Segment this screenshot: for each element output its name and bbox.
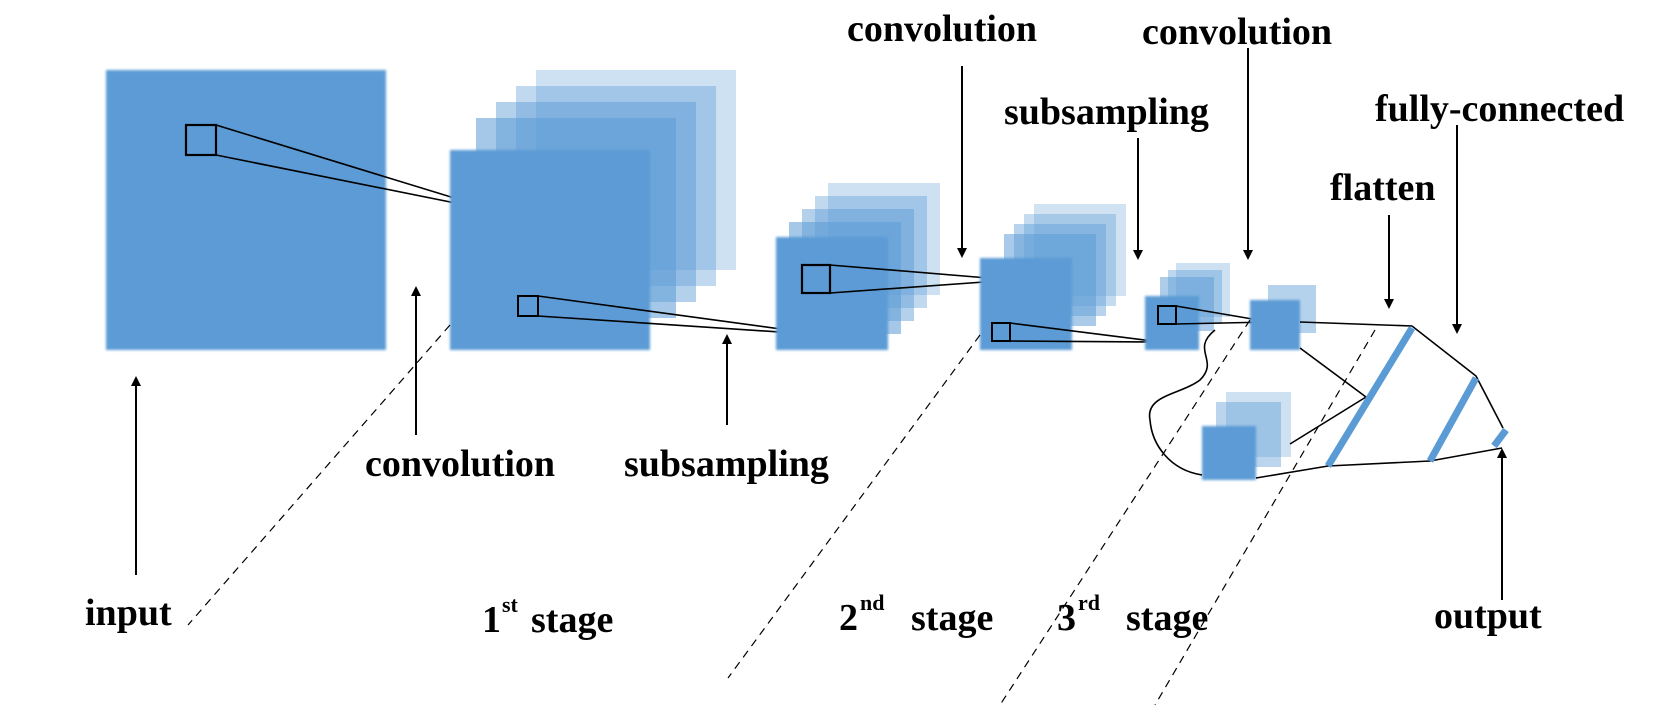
flatten-connector-a (1299, 347, 1367, 398)
label-output: output (1434, 595, 1542, 637)
conv2-feature-map-stack (980, 204, 1126, 350)
svg-text:2: 2 (839, 597, 858, 639)
group-brace (1148, 329, 1216, 476)
flatten-connector-b (1289, 396, 1367, 445)
conv2-receptive-field (991, 322, 1011, 342)
stage-separator-3 (999, 319, 1251, 706)
svg-text:stage: stage (531, 599, 613, 641)
label-sub1: subsampling (624, 443, 829, 485)
stage-separator-2 (727, 334, 981, 679)
input-receptive-field (184, 123, 218, 157)
flatten-connector-bottom (1255, 447, 1503, 479)
label-flatten: flatten (1330, 167, 1436, 209)
flatten-vector (1325, 326, 1415, 468)
conv3-feature-map-stack (1250, 285, 1316, 350)
conv1-feature-map-stack (450, 70, 736, 350)
stage-separator-1 (187, 324, 451, 626)
conv3-second-map-stack (1202, 392, 1291, 480)
stage-separator-4 (1154, 329, 1376, 706)
svg-text:st: st (502, 592, 519, 617)
svg-text:stage: stage (911, 597, 993, 639)
flatten-connector-top (1299, 321, 1504, 429)
sub2-receptive-field (1157, 305, 1177, 325)
label-conv3: convolution (1142, 11, 1332, 53)
sub1-receptive-field (800, 263, 832, 295)
label-conv1: convolution (365, 443, 555, 485)
svg-text:rd: rd (1078, 590, 1100, 615)
input-image (106, 70, 386, 350)
label-input: input (85, 592, 172, 634)
output-vector (1491, 427, 1509, 449)
stage-label-3: 3 rd stage (1057, 590, 1208, 639)
svg-text:3: 3 (1057, 597, 1076, 639)
label-conv2: convolution (847, 8, 1037, 50)
label-fully-connected: fully-connected (1375, 88, 1624, 130)
conv1-receptive-field (517, 295, 539, 317)
svg-text:stage: stage (1126, 597, 1208, 639)
svg-text:nd: nd (860, 590, 884, 615)
label-sub2: subsampling (1004, 91, 1209, 133)
svg-text:1: 1 (482, 599, 501, 641)
sub1-feature-map-stack (776, 183, 940, 350)
stage-label-1: 1 st stage (482, 592, 613, 641)
stage-label-2: 2 nd stage (839, 590, 993, 639)
fully-connected-vector (1426, 376, 1480, 463)
